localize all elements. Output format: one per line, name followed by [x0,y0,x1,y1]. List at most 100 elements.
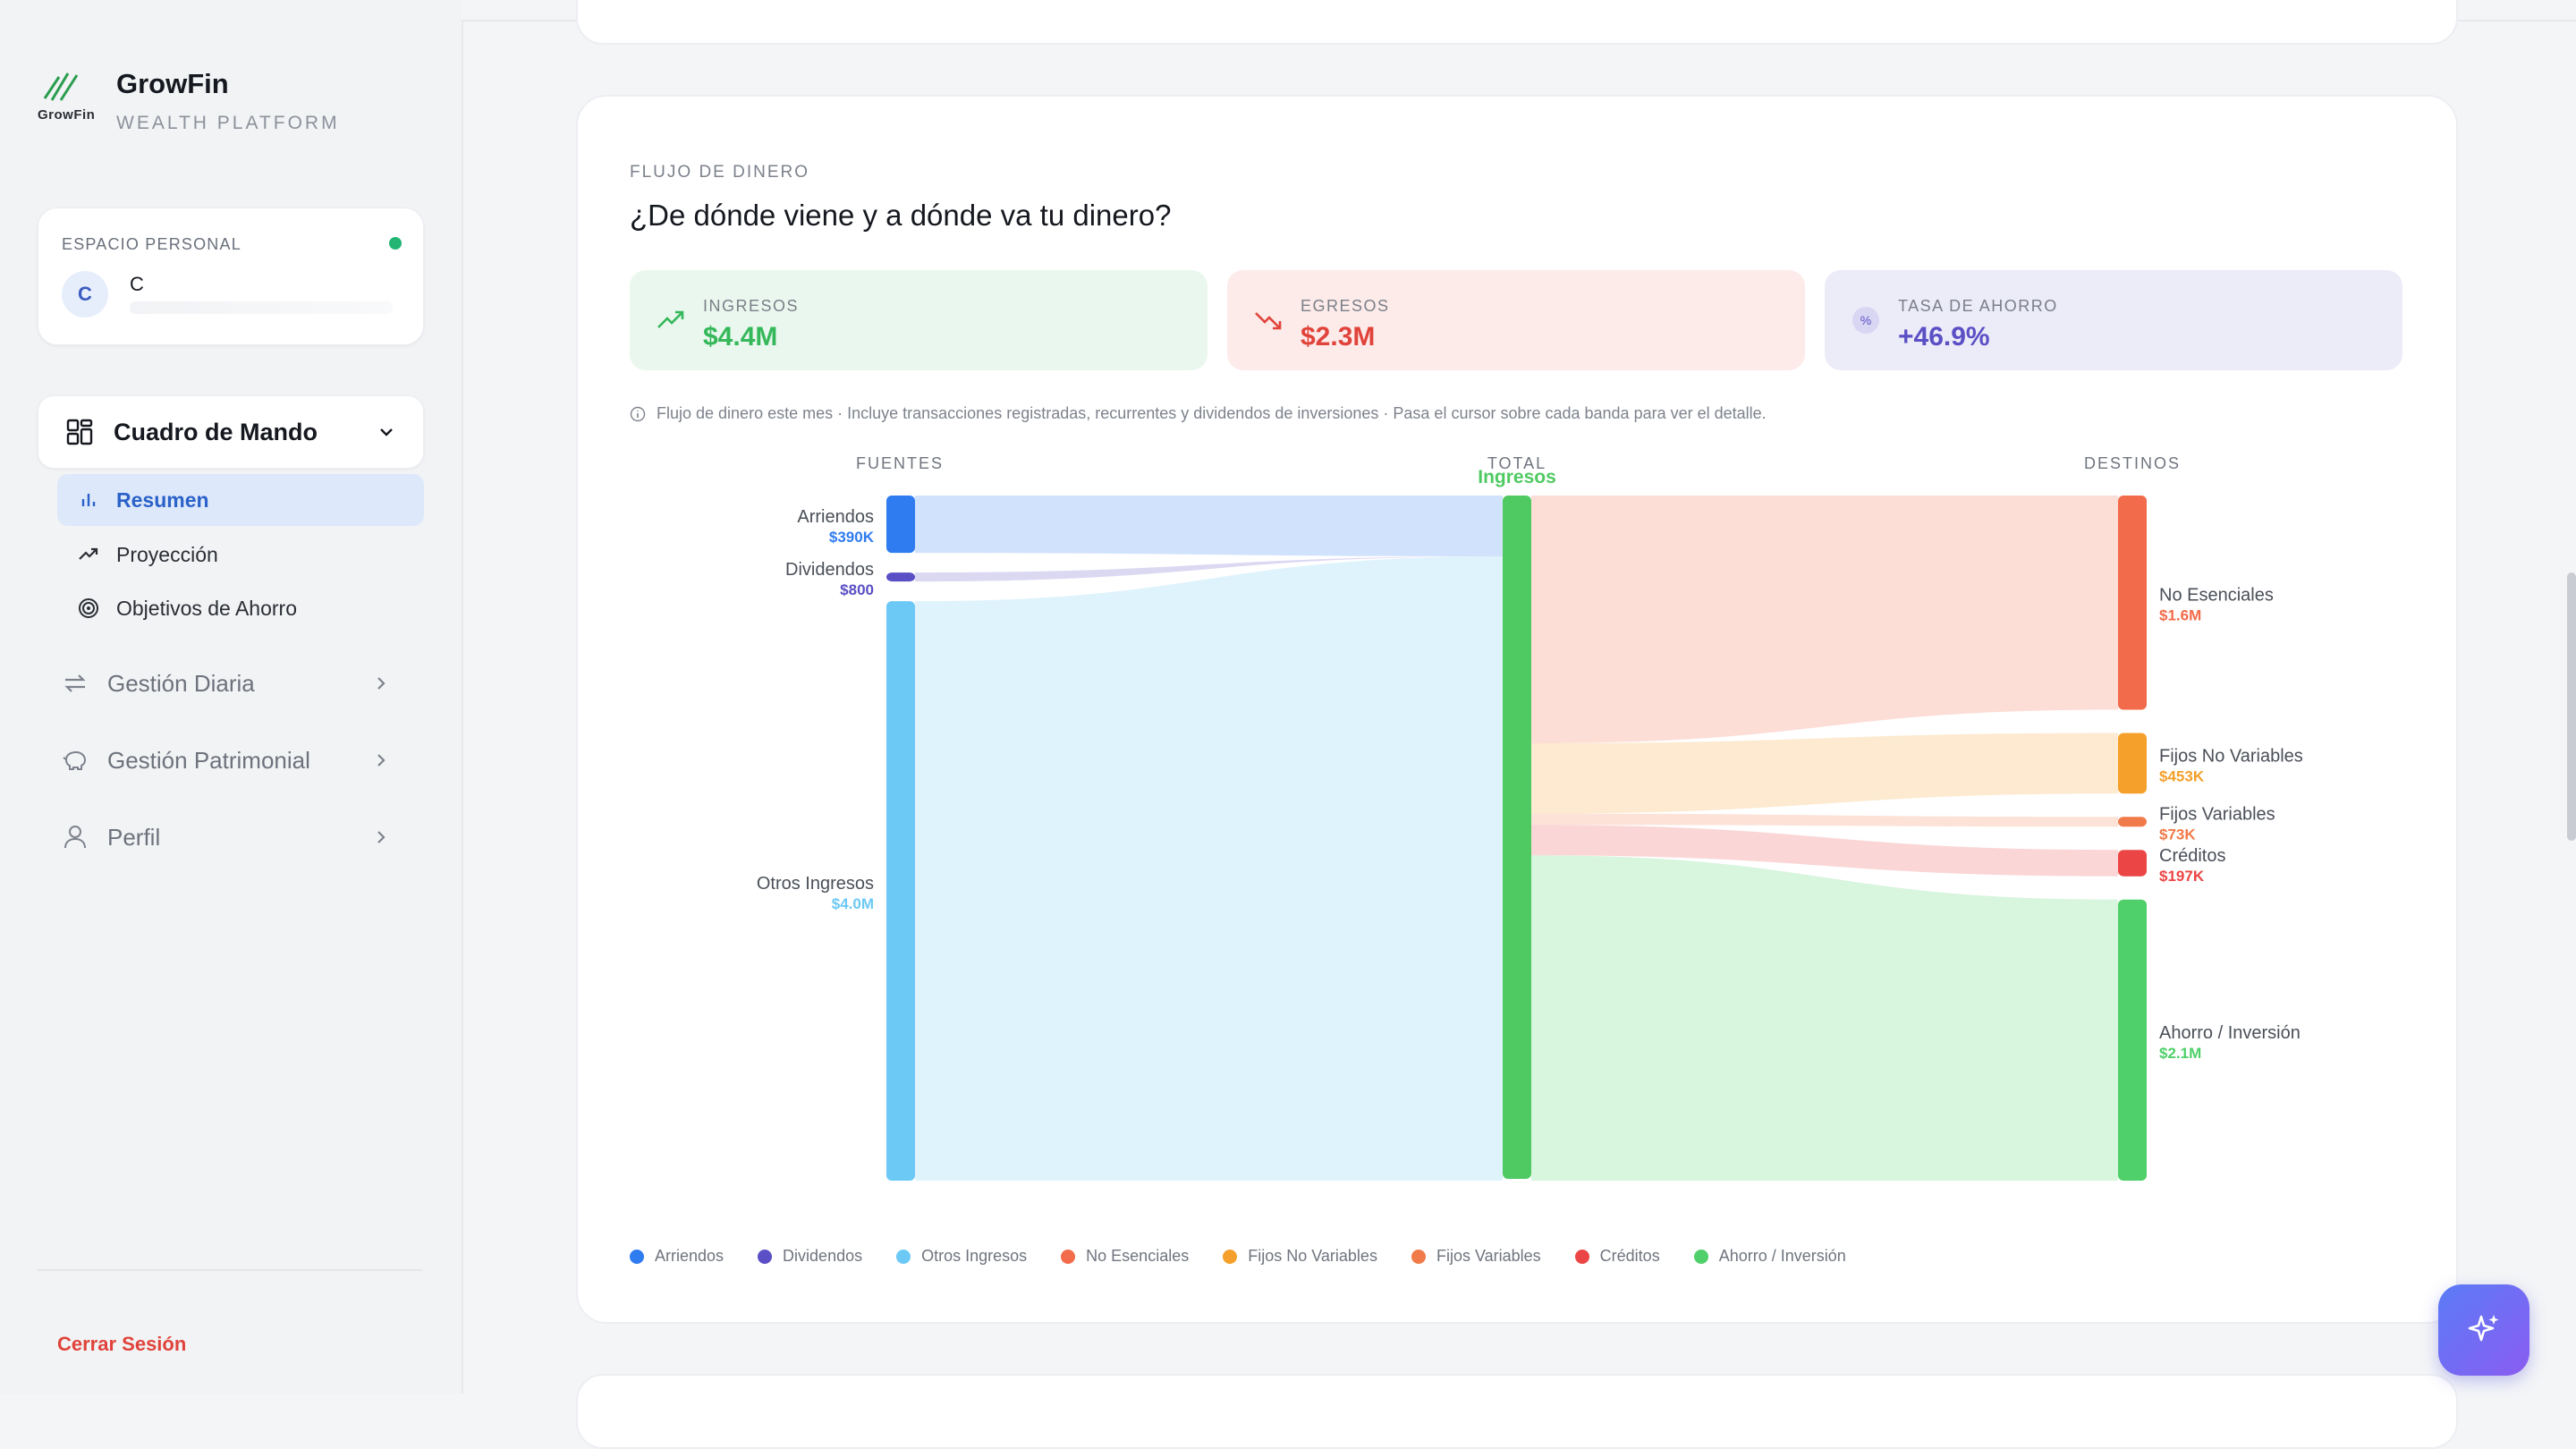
sankey-destination-node [2118,899,2147,1181]
nav-main-label: Cuadro de Mando [114,418,318,445]
sankey-destination-node [2118,817,2147,827]
trend-up-icon [657,310,684,328]
legend-item: Arriendos [630,1247,724,1266]
kpi-value: +46.9% [1898,322,1990,352]
card-title: ¿De dónde viene y a dónde va tu dinero? [630,199,1172,232]
source-node-label: Arriendos [797,507,874,527]
destination-node-label: Créditos [2159,846,2225,866]
legend-item: Fijos No Variables [1223,1247,1377,1266]
sidebar-item-perfil[interactable]: Perfil [38,810,422,864]
page-scrollbar[interactable] [2567,572,2576,841]
legend-label: Fijos No Variables [1248,1247,1377,1265]
chevron-down-icon [380,428,393,436]
legend-label: Arriendos [655,1247,724,1265]
destination-node-label: Fijos No Variables [2159,746,2303,766]
legend-swatch [1223,1249,1238,1264]
sankey-source-node [886,496,915,554]
sidebar-item-label: Resumen [116,487,209,512]
source-node-value: $800 [840,581,874,598]
logout-button[interactable]: Cerrar Sesión [57,1333,187,1355]
piggy-bank-icon [63,750,87,770]
dashboard-grid-icon [66,419,93,445]
chevron-right-icon [377,754,386,767]
sankey-destination-node [2118,733,2147,794]
brand-logo: GrowFin [38,68,98,131]
sankey-link [1531,496,2118,744]
legend-item: Fijos Variables [1411,1247,1541,1266]
sidebar-item-resumen[interactable]: Resumen [57,474,424,526]
destination-node-value: $2.1M [2159,1045,2201,1062]
next-card [576,1374,2458,1449]
kpi-tasa-de-ahorro: % TASA DE AHORRO +46.9% [1825,270,2402,370]
logo-word: GrowFin [38,107,96,123]
legend-swatch [1693,1249,1708,1264]
source-node-label: Otros Ingresos [757,874,874,894]
online-status-dot [389,237,402,250]
info-note: Flujo de dinero este mes · Incluye trans… [630,404,1767,423]
center-node-label: Ingresos [1478,467,1556,487]
column-header: FUENTES [856,454,944,472]
column-header: TOTAL [1487,454,1546,472]
nav-cuadro-de-mando[interactable]: Cuadro de Mando [38,395,424,469]
source-node-value: $4.0M [832,895,874,912]
sidebar-item-label: Perfil [107,823,161,851]
sidebar-item-gestion-diaria[interactable]: Gestión Diaria [38,657,422,710]
sidebar: GrowFin GrowFin WEALTH PLATFORM ESPACIO … [0,0,463,1394]
source-node-label: Dividendos [785,560,874,580]
sankey-source-node [886,572,915,582]
legend-swatch [1411,1249,1426,1264]
destination-node-label: No Esenciales [2159,586,2274,606]
sankey-link [915,556,1503,1181]
avatar: C [62,271,108,318]
kpi-label: EGRESOS [1301,297,1390,315]
chevron-right-icon [377,831,386,843]
legend-label: No Esenciales [1086,1247,1190,1265]
previous-card [576,0,2458,45]
cash-flow-card: FLUJO DE DINERO ¿De dónde viene y a dónd… [576,95,2458,1324]
sidebar-item-gestion-patrimonial[interactable]: Gestión Patrimonial [38,733,422,787]
destination-node-value: $1.6M [2159,607,2201,624]
sankey-source-node [886,601,915,1181]
sidebar-item-label: Gestión Patrimonial [107,746,310,774]
chevron-right-icon [377,677,386,690]
repeat-icon [64,674,86,692]
sankey-link [1531,813,2118,827]
destination-node-value: $197K [2159,868,2205,885]
source-node-value: $390K [829,529,875,546]
legend-item: No Esenciales [1061,1247,1189,1266]
brand[interactable]: GrowFin GrowFin WEALTH PLATFORM [38,68,340,134]
info-icon [630,406,646,421]
legend-item: Otros Ingresos [896,1247,1027,1266]
sidebar-item-objetivos-de-ahorro[interactable]: Objetivos de Ahorro [57,582,424,634]
legend-item: Créditos [1574,1247,1660,1266]
workspace-user-email-redacted [130,301,393,314]
kpi-ingresos: INGRESOS $4.4M [630,270,1208,370]
sidebar-divider [38,1269,422,1271]
destination-node-label: Fijos Variables [2159,805,2275,825]
workspace-label: ESPACIO PERSONAL [62,235,242,253]
legend-label: Dividendos [783,1247,863,1265]
legend-swatch [896,1249,911,1264]
legend-swatch [1574,1249,1589,1264]
sidebar-item-proyeccion[interactable]: Proyección [57,529,424,580]
sankey-chart[interactable]: FUENTES TOTAL DESTINOS Ingresos Arriendos $39… [578,97,2456,1322]
percent-icon: % [1852,307,1879,334]
workspace-user-name: C [130,273,144,295]
legend-label: Otros Ingresos [921,1247,1028,1265]
destination-node-value: $453K [2159,767,2205,784]
workspace-card[interactable]: ESPACIO PERSONAL C C [38,208,424,345]
sidebar-item-label: Objetivos de Ahorro [116,596,298,620]
legend-swatch [630,1249,644,1264]
destination-node-label: Ahorro / Inversión [2159,1023,2301,1043]
sankey-destination-node [2118,496,2147,710]
ai-assistant-button[interactable] [2438,1284,2529,1376]
trend-down-icon [1255,312,1282,330]
growfin-logo-icon [43,72,79,101]
sankey-link [1531,733,2118,814]
legend-swatch [758,1249,773,1264]
kpi-value: $4.4M [703,322,778,352]
kpi-value: $2.3M [1301,322,1376,352]
sankey-link [1531,855,2118,1181]
legend-label: Ahorro / Inversión [1718,1247,1846,1265]
info-note-text: Flujo de dinero este mes · Incluye trans… [657,404,1767,422]
